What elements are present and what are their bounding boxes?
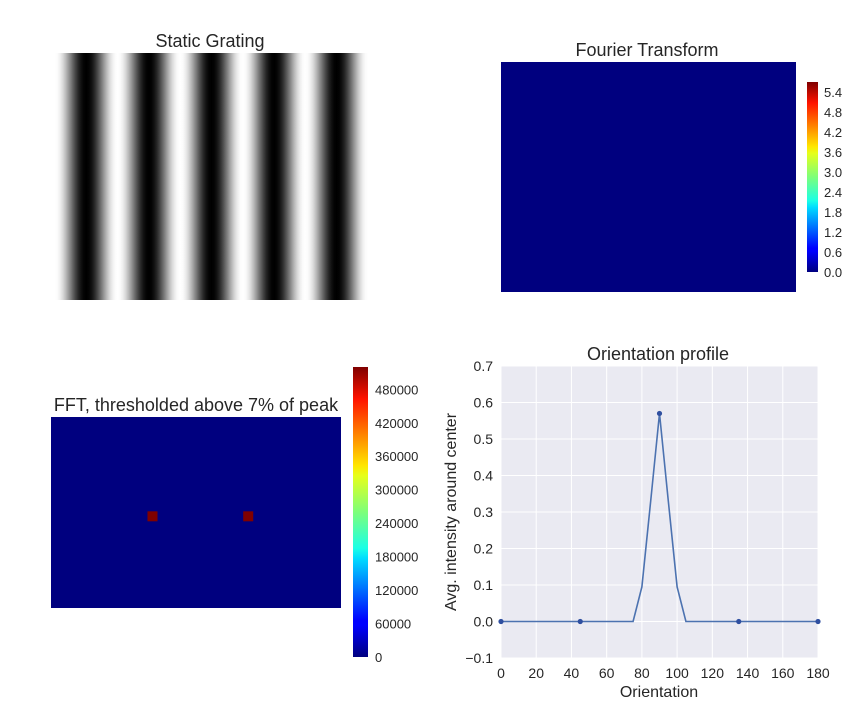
x-tick-label: 180 [806,665,830,681]
x-tick-label: 40 [564,665,580,681]
colorbar-ticks: 0.0 0.6 1.2 1.8 2.4 3.0 3.6 4.2 4.8 5.4 [824,85,842,280]
colorbar-tick-label: 360000 [375,449,418,464]
x-tick-label: 160 [771,665,795,681]
panel-static-grating: Static Grating [55,31,368,300]
colorbar-tick-label: 0 [375,650,382,665]
grating-image [55,53,368,300]
colorbar-tick-label: 60000 [375,617,411,632]
colorbar-tick-label: 420000 [375,416,418,431]
data-point [815,618,821,625]
panel-title: Orientation profile [587,344,729,364]
fft-image [501,62,796,292]
colorbar [807,82,818,272]
x-tick-label: 100 [665,665,689,681]
fft-peaks [147,511,254,522]
panel-fourier-transform: Fourier Transform 0.0 0.6 1.2 1.8 2.4 3.0 3.6 4… [501,40,842,292]
colorbar-tick-label: 180000 [375,550,418,565]
colorbar-tick-label: 3.0 [824,165,842,180]
y-tick-label: 0.1 [474,577,494,593]
x-tick-labels: 0 20 40 60 80 100 120 140 160 180 [497,665,830,681]
colorbar-tick-label: 0.0 [824,265,842,280]
data-point [736,618,742,625]
y-axis-label: Avg. intensity around center [443,412,460,611]
colorbar-tick-label: 3.6 [824,145,842,160]
colorbar-tick-label: 1.2 [824,225,842,240]
panel-thresholded-fft: FFT, thresholded above 7% of peak 0 60000… [51,367,418,665]
x-tick-label: 0 [497,665,505,681]
panel-title: Fourier Transform [575,40,718,60]
data-point [656,410,663,417]
x-tick-label: 120 [701,665,725,681]
panel-title: FFT, thresholded above 7% of peak [54,395,339,415]
colorbar-tick-label: 1.8 [824,205,842,220]
fft-peak [147,511,158,522]
colorbar-tick-label: 120000 [375,583,418,598]
colorbar-tick-label: 240000 [375,516,418,531]
panel-orientation-profile: Orientation profile 0 20 40 60 80 100 120 140 16… [443,344,830,701]
y-tick-label: 0.2 [474,541,494,557]
data-point [577,618,583,625]
colorbar-tick-label: 480000 [375,382,418,397]
y-tick-label: 0.3 [474,504,494,520]
y-tick-label: 0.7 [474,358,494,374]
x-tick-label: 80 [634,665,650,681]
gridlines [500,365,819,659]
x-tick-label: 140 [736,665,760,681]
data-point [498,618,504,625]
colorbar-tick-label: 5.4 [824,85,842,100]
y-tick-label: 0.4 [474,468,494,484]
panel-title: Static Grating [155,31,264,51]
fft-peak [243,511,254,522]
thresholded-image [51,417,341,608]
y-tick-label: 0.0 [474,614,494,630]
y-tick-label: 0.5 [474,431,494,447]
x-tick-label: 20 [528,665,544,681]
y-tick-labels: −0.1 0.0 0.1 0.2 0.3 0.4 0.5 0.6 0.7 [465,358,493,666]
colorbar-tick-label: 0.6 [824,245,842,260]
colorbar [353,367,368,657]
colorbar-tick-label: 4.2 [824,125,842,140]
colorbar-tick-label: 4.8 [824,105,842,120]
x-tick-label: 60 [599,665,615,681]
y-tick-label: 0.6 [474,395,494,411]
x-axis-label: Orientation [620,684,698,701]
colorbar-ticks: 0 60000 120000 180000 240000 300000 360000 4200… [375,382,418,665]
colorbar-tick-label: 300000 [375,483,418,498]
y-tick-label: −0.1 [465,650,493,666]
colorbar-tick-label: 2.4 [824,185,842,200]
series-markers [498,410,821,625]
